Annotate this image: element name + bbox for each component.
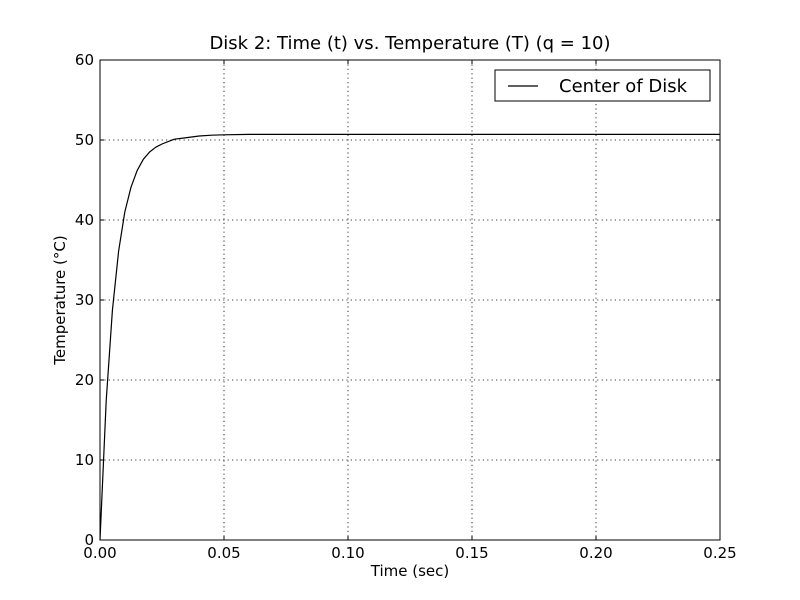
x-axis-label: Time (sec) <box>370 562 449 580</box>
y-tick-label: 50 <box>75 131 94 149</box>
y-tick-label: 0 <box>84 531 94 549</box>
x-tick-label: 0.05 <box>207 544 240 562</box>
y-axis-label: Temperature (°C) <box>51 235 69 365</box>
y-tick-label: 60 <box>75 51 94 69</box>
legend-entry-center-of-disk: Center of Disk <box>559 76 688 97</box>
y-tick-labels: 0 10 20 30 40 50 60 <box>75 51 94 549</box>
y-tick-label: 20 <box>75 371 94 389</box>
legend: Center of Disk <box>494 69 711 102</box>
x-tick-label: 0.20 <box>579 544 612 562</box>
x-tick-label: 0.00 <box>83 544 116 562</box>
y-tick-label: 40 <box>75 211 94 229</box>
x-tick-label: 0.10 <box>331 544 364 562</box>
series-line-center-of-disk <box>99 133 720 541</box>
tick-marks <box>99 59 721 541</box>
x-tick-labels: 0.00 0.05 0.10 0.15 0.20 0.25 <box>83 544 736 562</box>
chart-title: Disk 2: Time (t) vs. Temperature (T) (q … <box>209 33 610 54</box>
y-tick-label: 10 <box>75 451 94 469</box>
grid-lines <box>100 60 720 540</box>
x-tick-label: 0.15 <box>455 544 488 562</box>
x-tick-label: 0.25 <box>703 544 736 562</box>
series-layer <box>99 133 720 541</box>
y-tick-label: 30 <box>75 291 94 309</box>
